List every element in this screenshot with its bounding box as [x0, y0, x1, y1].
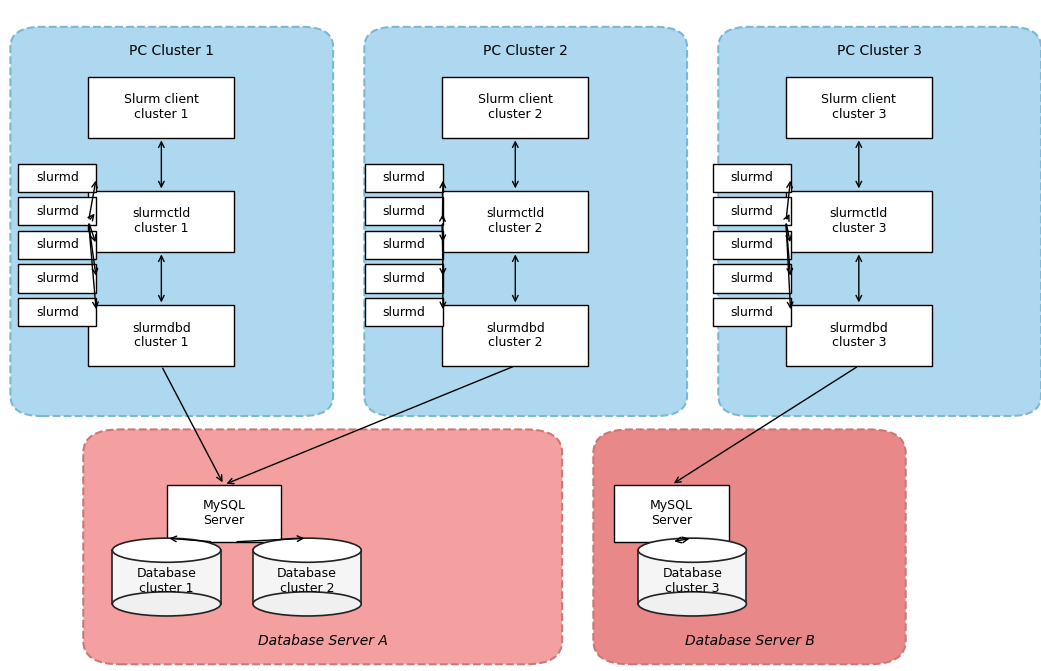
Text: slurmd: slurmd: [730, 171, 773, 185]
Text: PC Cluster 1: PC Cluster 1: [129, 44, 214, 58]
Text: slurmctld
cluster 1: slurmctld cluster 1: [132, 207, 191, 236]
Text: Slurm client
cluster 2: Slurm client cluster 2: [478, 93, 553, 121]
FancyBboxPatch shape: [19, 264, 96, 293]
Text: Slurm client
cluster 1: Slurm client cluster 1: [124, 93, 199, 121]
Text: slurmd: slurmd: [730, 205, 773, 218]
FancyBboxPatch shape: [364, 27, 687, 416]
FancyBboxPatch shape: [83, 429, 562, 664]
FancyBboxPatch shape: [253, 550, 361, 604]
FancyBboxPatch shape: [88, 305, 234, 366]
FancyBboxPatch shape: [88, 77, 234, 138]
Text: slurmd: slurmd: [730, 305, 773, 319]
Text: Database Server B: Database Server B: [685, 633, 814, 648]
FancyBboxPatch shape: [712, 264, 791, 293]
FancyBboxPatch shape: [365, 197, 443, 225]
Text: MySQL
Server: MySQL Server: [202, 499, 246, 527]
FancyBboxPatch shape: [167, 484, 281, 542]
FancyBboxPatch shape: [112, 550, 221, 604]
Text: Database Server A: Database Server A: [258, 633, 387, 648]
Text: slurmd: slurmd: [35, 205, 79, 218]
FancyBboxPatch shape: [786, 77, 932, 138]
Text: slurmd: slurmd: [382, 238, 426, 252]
FancyBboxPatch shape: [593, 429, 906, 664]
FancyBboxPatch shape: [442, 191, 588, 252]
Text: slurmctld
cluster 2: slurmctld cluster 2: [486, 207, 544, 236]
FancyBboxPatch shape: [614, 484, 729, 542]
Text: Database
cluster 2: Database cluster 2: [277, 567, 337, 595]
FancyBboxPatch shape: [365, 298, 443, 326]
FancyBboxPatch shape: [19, 231, 96, 259]
Text: Database
cluster 3: Database cluster 3: [662, 567, 722, 595]
Ellipse shape: [253, 538, 361, 562]
Text: slurmd: slurmd: [730, 272, 773, 285]
FancyBboxPatch shape: [786, 191, 932, 252]
Text: slurmd: slurmd: [382, 171, 426, 185]
Text: slurmd: slurmd: [382, 205, 426, 218]
FancyBboxPatch shape: [365, 231, 443, 259]
Text: MySQL
Server: MySQL Server: [650, 499, 693, 527]
Text: slurmdbd
cluster 3: slurmdbd cluster 3: [830, 321, 888, 350]
Ellipse shape: [112, 592, 221, 616]
FancyBboxPatch shape: [88, 191, 234, 252]
Text: slurmd: slurmd: [35, 238, 79, 252]
FancyBboxPatch shape: [442, 305, 588, 366]
Ellipse shape: [638, 592, 746, 616]
Text: PC Cluster 3: PC Cluster 3: [837, 44, 922, 58]
Ellipse shape: [638, 538, 746, 562]
Text: slurmdbd
cluster 2: slurmdbd cluster 2: [486, 321, 544, 350]
Text: PC Cluster 2: PC Cluster 2: [483, 44, 568, 58]
FancyBboxPatch shape: [365, 264, 443, 293]
Text: slurmd: slurmd: [35, 171, 79, 185]
FancyBboxPatch shape: [786, 305, 932, 366]
FancyBboxPatch shape: [712, 164, 791, 192]
Text: Database
cluster 1: Database cluster 1: [136, 567, 197, 595]
FancyBboxPatch shape: [19, 298, 96, 326]
FancyBboxPatch shape: [712, 231, 791, 259]
FancyBboxPatch shape: [10, 27, 333, 416]
Text: slurmd: slurmd: [382, 272, 426, 285]
Ellipse shape: [253, 592, 361, 616]
FancyBboxPatch shape: [712, 298, 791, 326]
Text: slurmctld
cluster 3: slurmctld cluster 3: [830, 207, 888, 236]
FancyBboxPatch shape: [365, 164, 443, 192]
Text: slurmd: slurmd: [382, 305, 426, 319]
Ellipse shape: [112, 538, 221, 562]
Text: slurmd: slurmd: [35, 272, 79, 285]
Text: slurmd: slurmd: [730, 238, 773, 252]
FancyBboxPatch shape: [718, 27, 1041, 416]
FancyBboxPatch shape: [19, 164, 96, 192]
FancyBboxPatch shape: [638, 550, 746, 604]
Text: Slurm client
cluster 3: Slurm client cluster 3: [821, 93, 896, 121]
Text: slurmd: slurmd: [35, 305, 79, 319]
Text: slurmdbd
cluster 1: slurmdbd cluster 1: [132, 321, 191, 350]
FancyBboxPatch shape: [712, 197, 791, 225]
FancyBboxPatch shape: [442, 77, 588, 138]
FancyBboxPatch shape: [19, 197, 96, 225]
